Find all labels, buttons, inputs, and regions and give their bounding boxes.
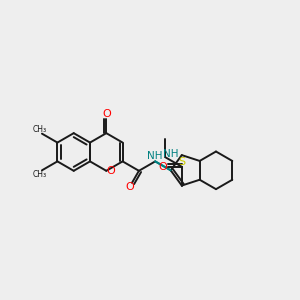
- Text: S: S: [178, 157, 185, 167]
- Text: O: O: [102, 109, 111, 119]
- Text: CH₃: CH₃: [33, 170, 47, 179]
- Text: O: O: [125, 182, 134, 192]
- Text: O: O: [159, 162, 167, 172]
- Text: CH₃: CH₃: [33, 125, 47, 134]
- Text: NH: NH: [163, 149, 178, 159]
- Text: O: O: [106, 166, 115, 176]
- Text: NH: NH: [148, 152, 163, 161]
